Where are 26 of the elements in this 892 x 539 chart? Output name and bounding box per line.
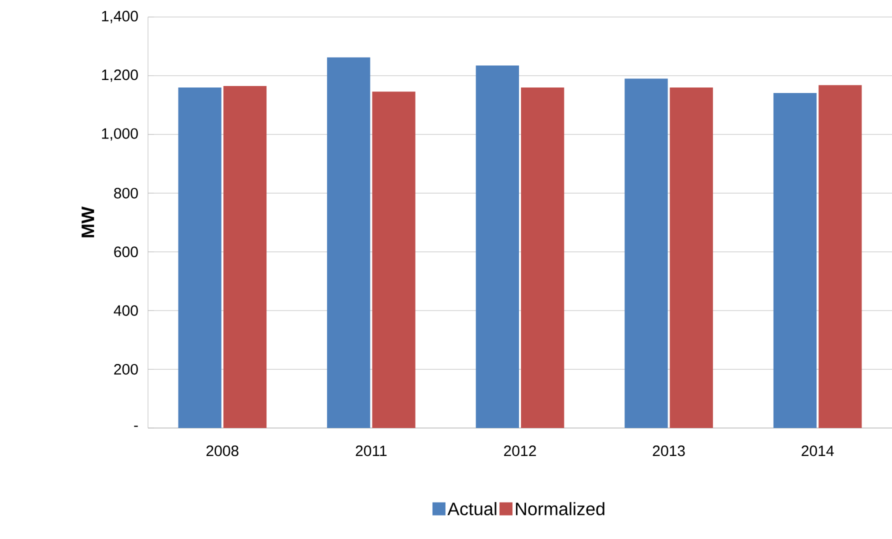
- x-tick-label: 2012: [504, 446, 536, 456]
- bar: [818, 85, 862, 428]
- bar: [178, 87, 222, 428]
- y-tick-label: 200: [114, 364, 138, 375]
- x-tick-label: 2013: [652, 446, 685, 456]
- bar: [773, 93, 817, 428]
- bar: [327, 57, 370, 428]
- y-tick-label: 800: [114, 188, 138, 198]
- bar: [476, 65, 519, 428]
- bar: [372, 92, 416, 428]
- y-tick-label: 400: [114, 305, 138, 316]
- bar: [670, 87, 713, 428]
- legend-label: Normalized: [516, 502, 604, 516]
- y-tick-label: 1,000: [102, 128, 138, 141]
- legend-label: Actual: [448, 502, 496, 516]
- y-tick-label: 600: [114, 246, 138, 258]
- bar: [624, 78, 668, 428]
- y-axis-title: MW: [82, 206, 94, 238]
- x-tick-label: 2014: [802, 446, 834, 456]
- bar: [223, 86, 267, 428]
- x-tick-label: 2008: [206, 446, 238, 456]
- y-tick-label: -: [134, 426, 138, 427]
- y-tick-label: 1,400: [102, 10, 138, 24]
- x-tick-label: 2011: [356, 446, 387, 456]
- bar: [521, 87, 564, 428]
- y-tick-label: 1,200: [102, 70, 138, 82]
